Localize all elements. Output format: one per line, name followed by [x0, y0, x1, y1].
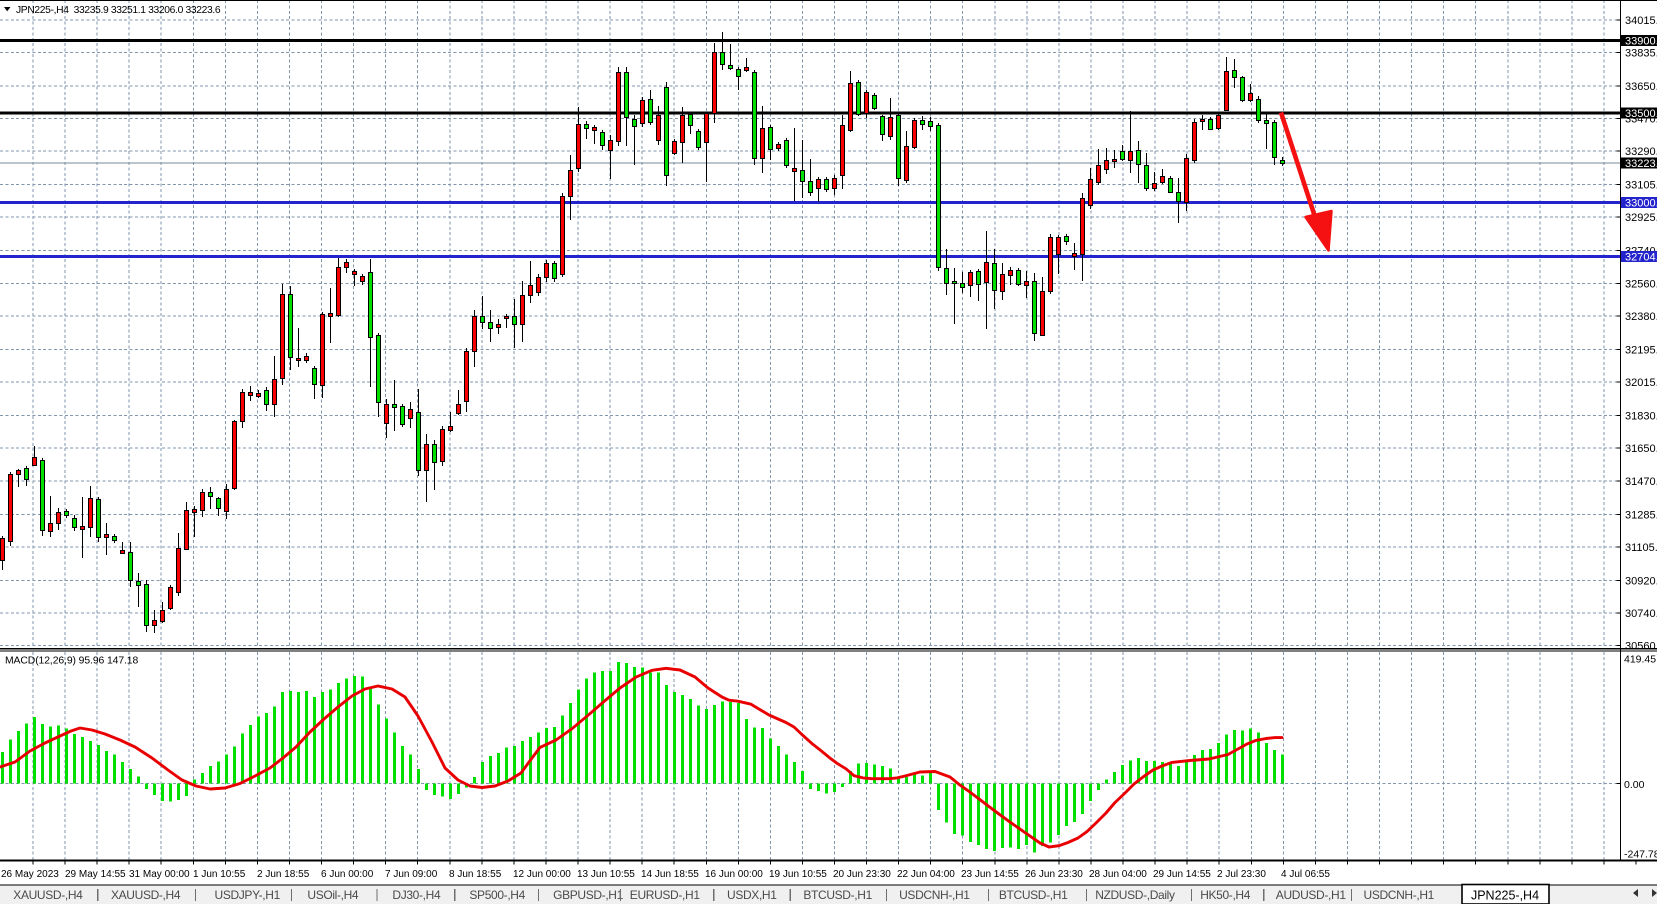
svg-text:419.45: 419.45 — [1624, 654, 1656, 666]
svg-text:33835.0: 33835.0 — [1625, 47, 1657, 59]
svg-text:13 Jun 10:55: 13 Jun 10:55 — [577, 869, 635, 880]
svg-text:29 Jun 14:55: 29 Jun 14:55 — [1153, 869, 1211, 880]
svg-text:33000.0: 33000.0 — [1625, 198, 1657, 210]
svg-text:33223.6: 33223.6 — [1625, 158, 1657, 170]
svg-text:BTCUSD-,H1: BTCUSD-,H1 — [803, 888, 872, 902]
svg-text:2 Jul 23:30: 2 Jul 23:30 — [1217, 869, 1266, 880]
svg-text:4 Jul 06:55: 4 Jul 06:55 — [1281, 869, 1330, 880]
svg-text:16 Jun 00:00: 16 Jun 00:00 — [705, 869, 763, 880]
svg-text:-247.78: -247.78 — [1624, 849, 1657, 861]
svg-text:31830.0: 31830.0 — [1625, 411, 1657, 423]
svg-text:14 Jun 18:55: 14 Jun 18:55 — [641, 869, 699, 880]
svg-text:30740.0: 30740.0 — [1625, 608, 1657, 620]
svg-text:0.00: 0.00 — [1624, 779, 1645, 791]
svg-text:31650.0: 31650.0 — [1625, 443, 1657, 455]
svg-text:32560.0: 32560.0 — [1625, 278, 1657, 290]
svg-text:JPN225-,H4: JPN225-,H4 — [1471, 889, 1539, 903]
svg-text:26 May 2023: 26 May 2023 — [1, 869, 59, 880]
svg-text:26 Jun 23:30: 26 Jun 23:30 — [1025, 869, 1083, 880]
svg-text:33650.0: 33650.0 — [1625, 81, 1657, 93]
svg-text:USOil-,H4: USOil-,H4 — [307, 888, 359, 902]
svg-text:DJ30-,H4: DJ30-,H4 — [392, 888, 441, 902]
svg-text:32380.0: 32380.0 — [1625, 311, 1657, 323]
svg-text:19 Jun 10:55: 19 Jun 10:55 — [769, 869, 827, 880]
svg-text:33900.0: 33900.0 — [1625, 36, 1657, 48]
svg-text:22 Jun 04:00: 22 Jun 04:00 — [897, 869, 955, 880]
svg-text:XAUUSD-,H4: XAUUSD-,H4 — [13, 888, 83, 902]
svg-text:USDCNH-,H1: USDCNH-,H1 — [899, 888, 970, 902]
svg-text:7 Jun 09:00: 7 Jun 09:00 — [385, 869, 438, 880]
svg-text:32195.0: 32195.0 — [1625, 345, 1657, 357]
svg-text:JPN225-,H4 33235.9 33251.1 33: JPN225-,H4 33235.9 33251.1 33206.0 33223… — [16, 5, 221, 16]
svg-text:23 Jun 14:55: 23 Jun 14:55 — [961, 869, 1019, 880]
svg-text:XAUUSD-,H4: XAUUSD-,H4 — [111, 888, 181, 902]
svg-text:USDX,H1: USDX,H1 — [727, 888, 777, 902]
svg-text:32704.4: 32704.4 — [1625, 251, 1657, 263]
svg-text:34015.0: 34015.0 — [1625, 15, 1657, 27]
svg-text:31285.0: 31285.0 — [1625, 509, 1657, 521]
svg-text:BTCUSD-,H1: BTCUSD-,H1 — [999, 888, 1068, 902]
svg-text:33105.0: 33105.0 — [1625, 180, 1657, 192]
svg-text:28 Jun 04:00: 28 Jun 04:00 — [1089, 869, 1147, 880]
svg-text:30920.0: 30920.0 — [1625, 575, 1657, 587]
svg-text:12 Jun 00:00: 12 Jun 00:00 — [513, 869, 571, 880]
svg-text:29 May 14:55: 29 May 14:55 — [65, 869, 126, 880]
svg-text:AUDUSD-,H1: AUDUSD-,H1 — [1276, 888, 1347, 902]
svg-text:6 Jun 00:00: 6 Jun 00:00 — [321, 869, 374, 880]
svg-text:EURUSD-,H1: EURUSD-,H1 — [630, 888, 701, 902]
svg-text:31105.0: 31105.0 — [1625, 542, 1657, 554]
svg-text:33500.0: 33500.0 — [1625, 108, 1657, 120]
svg-text:32015.0: 32015.0 — [1625, 377, 1657, 389]
svg-text:31 May 00:00: 31 May 00:00 — [129, 869, 190, 880]
svg-text:33290.0: 33290.0 — [1625, 146, 1657, 158]
svg-text:HK50-,H4: HK50-,H4 — [1200, 888, 1251, 902]
svg-text:1 Jun 10:55: 1 Jun 10:55 — [193, 869, 246, 880]
svg-text:GBPUSD-,H1: GBPUSD-,H1 — [553, 888, 624, 902]
svg-text:MACD(12,26,9) 95.96 147.18: MACD(12,26,9) 95.96 147.18 — [5, 656, 138, 667]
svg-text:USDCNH-,H1: USDCNH-,H1 — [1364, 888, 1435, 902]
svg-text:30560.0: 30560.0 — [1625, 641, 1657, 653]
svg-text:SP500-,H4: SP500-,H4 — [469, 888, 525, 902]
svg-text:20 Jun 23:30: 20 Jun 23:30 — [833, 869, 891, 880]
svg-text:8 Jun 18:55: 8 Jun 18:55 — [449, 869, 502, 880]
svg-text:31470.0: 31470.0 — [1625, 476, 1657, 488]
svg-text:2 Jun 18:55: 2 Jun 18:55 — [257, 869, 310, 880]
svg-text:USDJPY-,H1: USDJPY-,H1 — [215, 888, 281, 902]
svg-text:32925.0: 32925.0 — [1625, 212, 1657, 224]
svg-text:NZDUSD-,Daily: NZDUSD-,Daily — [1095, 888, 1175, 902]
